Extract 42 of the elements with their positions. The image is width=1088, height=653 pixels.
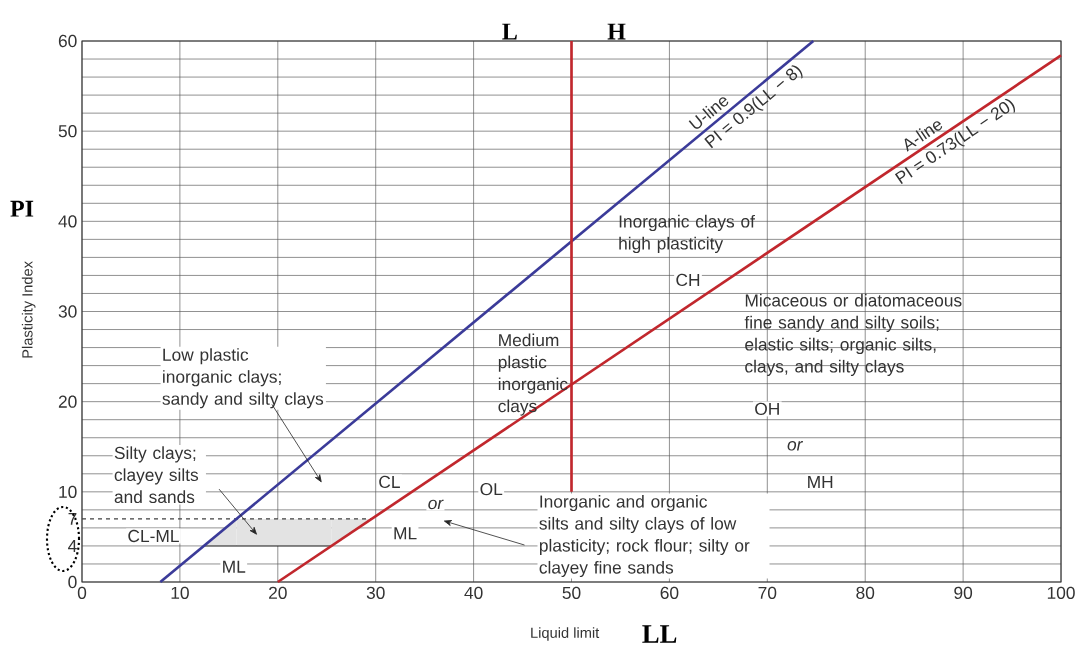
x-axis-title: Liquid limit xyxy=(531,627,600,641)
y-tick-label: 0 xyxy=(68,575,77,589)
x-tick-label: 20 xyxy=(269,586,287,599)
y-tick-label: 50 xyxy=(58,125,77,138)
y-tick-label: 20 xyxy=(58,395,77,408)
annotation: ML xyxy=(394,527,417,540)
annotation: CH xyxy=(676,273,700,287)
y-axis-title: Plasticity Index xyxy=(21,261,36,358)
x-tick-label: 80 xyxy=(856,586,875,599)
y-tick-label: 4 xyxy=(68,539,77,552)
annotation: Inorganic and organic silts and silty clays of low plasticity; rock flour; silty or clayey fine sands xyxy=(539,494,750,578)
annotation: Micaceous or diatomaceous fine sandy and silty soils; elastic silts; organic silts, clays, and silty clays xyxy=(744,293,962,377)
annotation: ML xyxy=(223,560,246,573)
x-tick-label: 90 xyxy=(954,586,973,599)
y-tick-label: 7 xyxy=(68,512,77,525)
annotation: OL xyxy=(480,482,503,496)
text: H xyxy=(607,23,626,40)
annotation: Inorganic clays of high plasticity xyxy=(619,214,755,254)
x-tick-label: 50 xyxy=(562,586,581,599)
text: PI xyxy=(10,200,34,217)
y-tick-label: 60 xyxy=(58,34,77,48)
annotation: Silty clays; clayey silts and sands xyxy=(114,446,199,504)
x-tick-label: 0 xyxy=(77,586,87,599)
x-tick-label: 10 xyxy=(171,586,189,599)
y-tick-label: 30 xyxy=(58,305,77,318)
annotation: OH xyxy=(755,402,779,416)
annotation: MH xyxy=(808,475,833,488)
x-tick-label: 60 xyxy=(660,586,679,599)
annotation: CL-ML xyxy=(128,529,179,543)
annotation: or xyxy=(428,499,444,510)
y-tick-label: 10 xyxy=(59,485,77,498)
annotation: Low plastic inorganic clays; sandy and silty clays xyxy=(162,348,324,409)
annotation: Medium plastic inorganic clays xyxy=(498,333,568,416)
x-tick-label: 30 xyxy=(366,586,385,599)
x-tick-label: 100 xyxy=(1047,586,1075,599)
annotation: CL xyxy=(379,475,400,489)
x-tick-label: 70 xyxy=(758,586,777,599)
text: LL xyxy=(642,625,677,643)
y-tick-label: 40 xyxy=(58,215,77,228)
text: L xyxy=(502,23,517,40)
x-tick-label: 40 xyxy=(464,586,483,599)
annotation: or xyxy=(787,441,804,451)
